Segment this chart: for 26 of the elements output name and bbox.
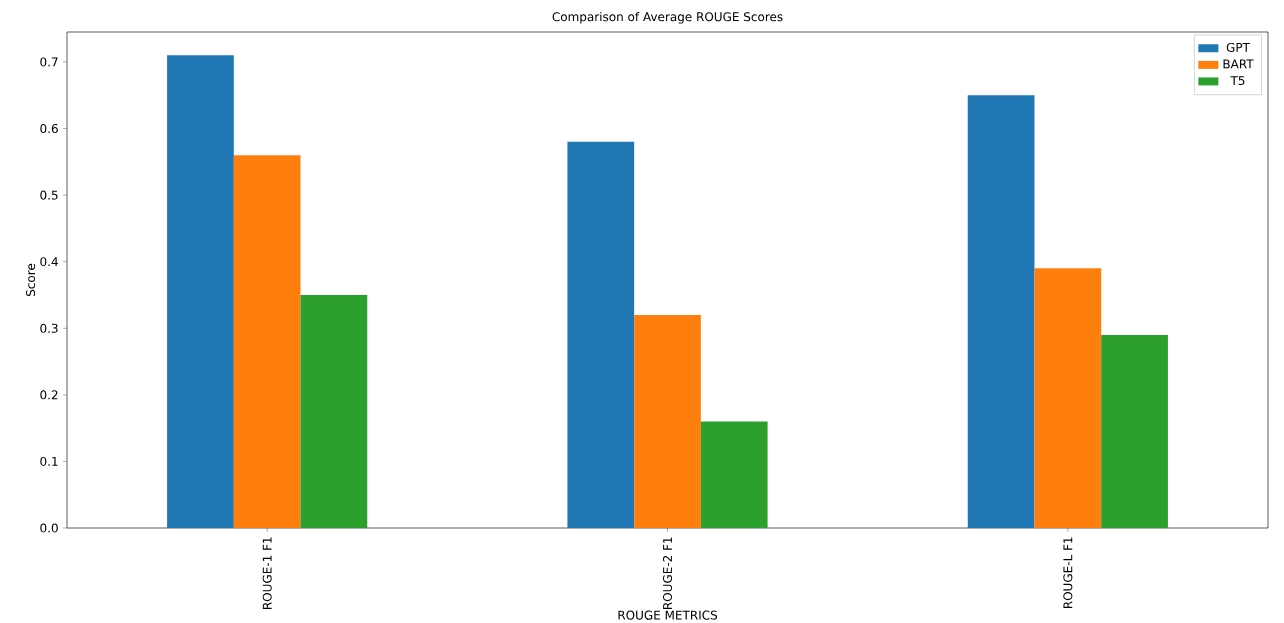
y-axis-title: Score xyxy=(26,263,36,297)
bar xyxy=(233,155,301,529)
chart-title: Comparison of Average ROUGE Scores xyxy=(552,11,783,24)
y-tick-label: 0.5 xyxy=(40,190,58,200)
y-tick-label: 0.7 xyxy=(40,57,58,67)
x-tick-label: ROUGE-L F1 xyxy=(1063,537,1073,609)
legend-label: GPT xyxy=(1226,42,1250,52)
bar xyxy=(167,55,234,529)
y-tick-label: 0.4 xyxy=(40,257,58,267)
bar xyxy=(634,314,701,529)
bar xyxy=(700,421,768,529)
bar xyxy=(1101,334,1168,529)
y-tick-label: 0.6 xyxy=(40,124,58,134)
legend-label: BART xyxy=(1223,59,1254,69)
y-tick-label: 0.1 xyxy=(40,456,58,466)
x-tick-label: ROUGE-1 F1 xyxy=(262,537,272,609)
x-tick-label: ROUGE-2 F1 xyxy=(662,537,673,609)
y-tick-label: 0.0 xyxy=(40,523,58,533)
bar xyxy=(1034,268,1102,529)
bar xyxy=(967,95,1035,529)
y-tick-label: 0.2 xyxy=(40,390,58,400)
x-axis-title: ROUGE METRICS xyxy=(618,610,718,620)
bar xyxy=(567,141,635,529)
legend-label: T5 xyxy=(1230,76,1245,86)
bar xyxy=(300,294,368,529)
y-tick-label: 0.3 xyxy=(40,323,58,333)
